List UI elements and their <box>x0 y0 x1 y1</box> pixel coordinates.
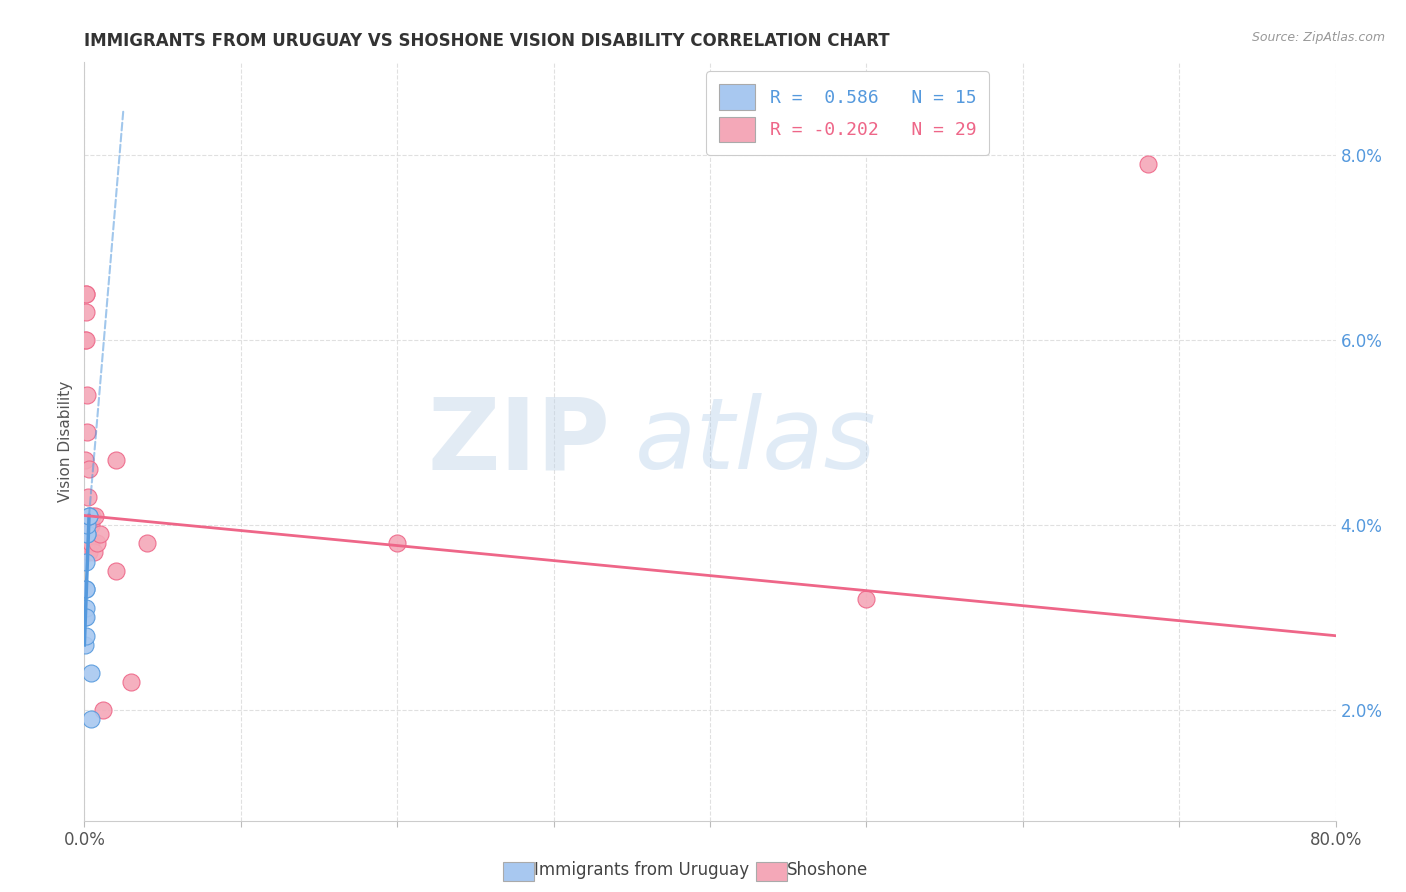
Point <box>75 305 97 319</box>
Point <box>77 517 100 532</box>
Point <box>84 508 107 523</box>
Text: Shoshone: Shoshone <box>787 861 869 879</box>
Point <box>73 453 96 467</box>
Text: Source: ZipAtlas.com: Source: ZipAtlas.com <box>1251 31 1385 45</box>
Point <box>76 517 98 532</box>
Point <box>77 490 100 504</box>
Point <box>75 629 97 643</box>
Point <box>77 462 100 476</box>
Point <box>1136 157 1159 171</box>
Point <box>385 536 409 550</box>
Point <box>75 582 97 597</box>
Point <box>75 333 97 347</box>
Point <box>77 508 100 523</box>
Y-axis label: Vision Disability: Vision Disability <box>58 381 73 502</box>
Legend: R =  0.586   N = 15, R = -0.202   N = 29: R = 0.586 N = 15, R = -0.202 N = 29 <box>706 71 988 155</box>
Point <box>75 286 97 301</box>
Point <box>75 601 97 615</box>
Point <box>76 536 98 550</box>
Point <box>75 638 97 652</box>
Point <box>76 527 98 541</box>
Text: atlas: atlas <box>636 393 876 490</box>
Point <box>89 527 111 541</box>
Point <box>855 591 877 606</box>
Text: ZIP: ZIP <box>427 393 610 490</box>
Point <box>91 703 114 717</box>
Point <box>75 286 97 301</box>
Point <box>76 527 98 541</box>
Text: IMMIGRANTS FROM URUGUAY VS SHOSHONE VISION DISABILITY CORRELATION CHART: IMMIGRANTS FROM URUGUAY VS SHOSHONE VISI… <box>84 32 890 50</box>
Point <box>76 425 98 440</box>
Point <box>77 508 100 523</box>
Point <box>79 712 101 726</box>
Text: Immigrants from Uruguay: Immigrants from Uruguay <box>534 861 749 879</box>
Point <box>136 536 159 550</box>
Point <box>75 555 97 569</box>
Point <box>75 610 97 624</box>
Point <box>82 508 104 523</box>
Point <box>79 665 101 680</box>
Point <box>75 333 97 347</box>
Point <box>75 610 97 624</box>
Point <box>120 675 142 690</box>
Point <box>104 564 127 578</box>
Point <box>76 517 98 532</box>
Point <box>79 536 101 550</box>
Point <box>76 388 98 402</box>
Point <box>75 582 97 597</box>
Point <box>79 517 101 532</box>
Point <box>86 536 108 550</box>
Point <box>83 545 105 559</box>
Point <box>104 453 127 467</box>
Point <box>77 545 100 559</box>
